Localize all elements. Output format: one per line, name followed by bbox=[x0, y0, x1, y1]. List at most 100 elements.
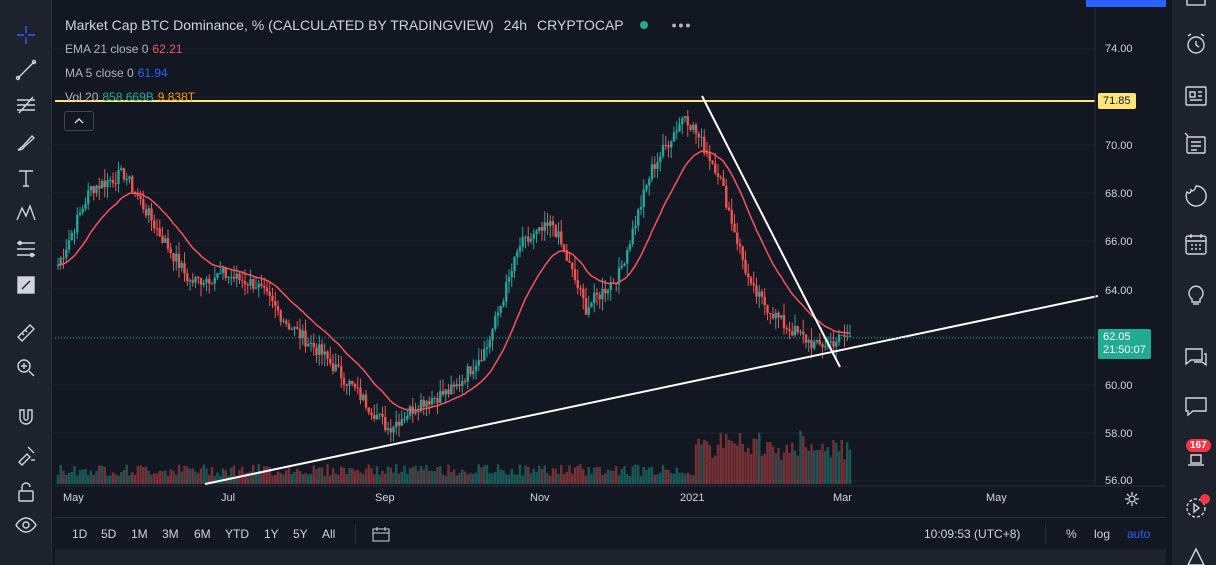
volume-bar bbox=[813, 450, 816, 484]
hotlist-icon[interactable] bbox=[1180, 180, 1212, 212]
candle-body bbox=[351, 380, 354, 384]
candle-body bbox=[584, 298, 588, 315]
volume-legend[interactable]: Vol 20 858.669B 9.838T bbox=[65, 90, 195, 104]
volume-bar bbox=[791, 442, 794, 484]
candle-body bbox=[573, 269, 577, 281]
brush-icon[interactable] bbox=[10, 127, 42, 157]
candle-body bbox=[606, 290, 610, 294]
log-scale-button[interactable]: log bbox=[1094, 527, 1111, 541]
fib-tool-icon[interactable] bbox=[10, 90, 42, 120]
volume-bar bbox=[626, 474, 629, 484]
candle-body bbox=[235, 273, 238, 279]
volume-bar bbox=[521, 475, 524, 484]
interval-label[interactable]: 24h bbox=[503, 17, 528, 33]
volume-bar bbox=[469, 472, 472, 484]
range-all-button[interactable]: All bbox=[322, 527, 336, 541]
volume-bar bbox=[296, 468, 299, 484]
percent-scale-button[interactable]: % bbox=[1066, 527, 1077, 541]
calendar-icon[interactable] bbox=[1180, 228, 1212, 260]
more-options-icon[interactable]: ••• bbox=[671, 17, 693, 33]
candle-body bbox=[219, 273, 222, 275]
range-3m-button[interactable]: 3M bbox=[162, 527, 179, 541]
candle-body bbox=[254, 287, 258, 289]
candle-body bbox=[276, 305, 280, 311]
volume-bar bbox=[329, 475, 332, 484]
range-ytd-button[interactable]: YTD bbox=[225, 527, 249, 541]
data-window-icon[interactable] bbox=[1180, 128, 1212, 160]
range-5d-button[interactable]: 5D bbox=[101, 527, 117, 541]
stream-play-icon[interactable] bbox=[1180, 492, 1212, 524]
candle-body bbox=[326, 351, 329, 359]
settings-gear-icon[interactable] bbox=[1124, 491, 1140, 507]
pattern-tool-icon[interactable] bbox=[10, 198, 42, 228]
range-1m-button[interactable]: 1M bbox=[131, 527, 148, 541]
messages-icon[interactable] bbox=[1180, 390, 1212, 422]
auto-scale-button[interactable]: auto bbox=[1127, 527, 1151, 541]
timezone-clock[interactable]: 10:09:53 (UTC+8) bbox=[924, 527, 1021, 541]
ma-legend[interactable]: MA 5 close 0 61.94 bbox=[65, 66, 168, 80]
ema-legend[interactable]: EMA 21 close 0 62.21 bbox=[65, 42, 182, 56]
range-1d-button[interactable]: 1D bbox=[72, 527, 88, 541]
collapse-legend-button[interactable] bbox=[64, 111, 94, 131]
text-tool-icon[interactable] bbox=[10, 163, 42, 193]
crosshair-icon[interactable] bbox=[10, 20, 42, 50]
bottom-panel-strip bbox=[55, 549, 1166, 565]
lock-drawings-icon[interactable] bbox=[10, 440, 42, 470]
volume-bar bbox=[516, 474, 519, 484]
candle-body bbox=[474, 365, 478, 371]
candle-body bbox=[782, 315, 786, 329]
range-5y-button[interactable]: 5Y bbox=[293, 527, 308, 541]
eye-icon[interactable] bbox=[10, 510, 42, 540]
volume-bar bbox=[447, 464, 450, 484]
volume-bar bbox=[829, 457, 832, 484]
candle-body bbox=[408, 406, 412, 416]
range-6m-button[interactable]: 6M bbox=[194, 527, 211, 541]
volume-bar bbox=[557, 473, 560, 484]
volume-bar bbox=[755, 439, 758, 484]
date-range-icon[interactable] bbox=[372, 526, 390, 542]
candle-body bbox=[271, 296, 274, 302]
volume-bar bbox=[67, 473, 71, 484]
candle-body bbox=[422, 400, 425, 407]
chat-icon[interactable] bbox=[1180, 342, 1212, 374]
volume-bar bbox=[474, 472, 478, 484]
candle-body bbox=[260, 283, 263, 286]
alarm-clock-icon[interactable] bbox=[1180, 28, 1212, 60]
prediction-tool-icon[interactable] bbox=[10, 234, 42, 264]
volume-bar bbox=[593, 467, 596, 484]
candle-body bbox=[304, 330, 307, 347]
candle-body bbox=[194, 276, 197, 283]
symbol-title[interactable]: Market Cap BTC Dominance, % (CALCULATED … bbox=[65, 17, 494, 33]
lock-icon[interactable] bbox=[10, 477, 42, 507]
ruler-icon[interactable] bbox=[10, 318, 42, 348]
volume-bar bbox=[403, 465, 406, 484]
candle-body bbox=[142, 198, 145, 210]
watchlist-icon[interactable] bbox=[1180, 0, 1212, 22]
candle-body bbox=[433, 398, 436, 400]
volume-bar bbox=[799, 430, 802, 484]
volume-bar bbox=[716, 444, 720, 484]
candle-body bbox=[188, 280, 192, 282]
trend-line-icon[interactable] bbox=[10, 55, 42, 85]
range-1y-button[interactable]: 1Y bbox=[264, 527, 279, 541]
volume-bar bbox=[780, 459, 783, 484]
candle-body bbox=[243, 281, 247, 285]
horizontal-line-price-tag[interactable]: 71.85 bbox=[1098, 93, 1136, 109]
volume-bar bbox=[455, 475, 458, 484]
candle-body bbox=[719, 176, 722, 178]
magnet-icon[interactable] bbox=[10, 403, 42, 433]
candle-body bbox=[125, 179, 128, 181]
ideas-lightbulb-icon[interactable] bbox=[1180, 278, 1212, 310]
candle-body bbox=[675, 131, 678, 133]
candle-body bbox=[221, 268, 225, 274]
candle-body bbox=[554, 225, 557, 238]
chart-legend: Market Cap BTC Dominance, % (CALCULATED … bbox=[65, 14, 692, 36]
volume-bar bbox=[78, 470, 82, 484]
help-icon[interactable] bbox=[1180, 540, 1212, 565]
candle-body bbox=[502, 301, 505, 306]
measure-icon[interactable] bbox=[10, 270, 42, 300]
candle-body bbox=[571, 262, 574, 270]
zoom-in-icon[interactable] bbox=[10, 353, 42, 383]
news-icon[interactable] bbox=[1180, 80, 1212, 112]
